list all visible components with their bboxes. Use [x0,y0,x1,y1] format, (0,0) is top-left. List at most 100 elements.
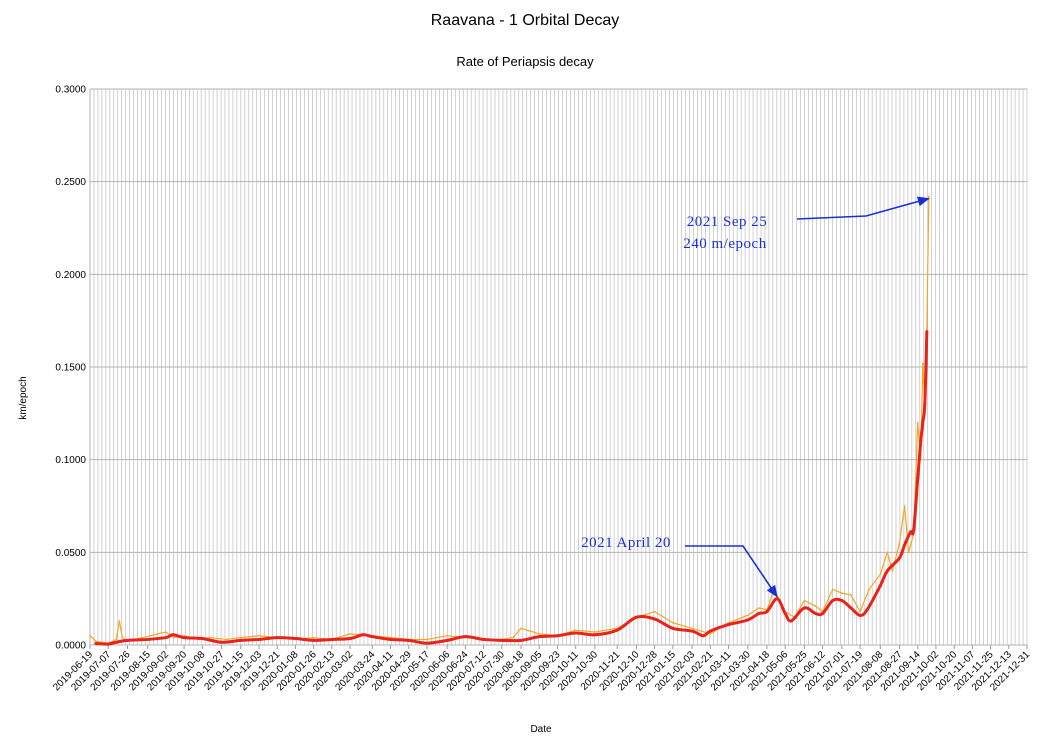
data-point [370,635,374,639]
data-point [293,637,297,641]
data-point [849,606,853,610]
data-point [925,330,929,334]
data-point [146,637,150,641]
data-point [141,636,144,639]
data-point [886,551,889,554]
data-point [926,329,928,331]
data-point [858,613,862,617]
data-point [330,637,334,641]
data-point [923,402,927,406]
data-point [258,634,260,637]
data-point [538,633,541,635]
data-point [593,633,597,637]
data-point [878,584,882,588]
data-point [726,623,730,627]
plot-area: 0.0000 0.0500 0.1000 0.1500 0.2000 0.2500 0.30… [51,85,1032,694]
data-point [445,638,449,642]
data-point [594,631,596,633]
series-line [94,330,929,646]
data-point [701,634,705,638]
data-point [520,627,522,630]
data-point [803,599,806,602]
data-point [94,642,98,646]
data-point [165,631,167,633]
y-tick-label: 0.1000 [55,455,86,466]
data-point [463,635,467,639]
data-point [500,638,504,642]
data-point [239,636,242,639]
data-point [783,611,787,615]
data-point [775,597,779,601]
annotation-label: 2021 April 20 [581,535,671,551]
data-point [831,599,835,603]
data-point [921,421,925,425]
data-point [361,633,365,637]
data-point [821,611,825,615]
x-axis-label: Date [530,724,552,735]
data-point [482,637,486,641]
data-point [312,636,315,639]
data-point [928,195,930,198]
y-tick-label: 0.1500 [55,363,86,374]
data-point [672,621,674,624]
y-tick-label: 0.0000 [55,641,86,652]
data-point [691,627,693,630]
data-point [426,638,428,641]
data-point [349,633,351,635]
data-point [634,615,638,619]
data-point [746,618,750,622]
y-tick-label: 0.2000 [55,270,86,281]
data-point [891,570,894,572]
data-point [89,634,91,637]
data-point [709,633,712,635]
data-point [850,594,852,596]
data-point [125,638,129,642]
data-point [200,637,204,641]
annotation-arrow [796,196,930,220]
data-point [389,637,393,641]
data-point [653,617,657,621]
data-point [348,637,352,641]
data-point [118,620,121,622]
data-point [912,528,916,532]
annotation-label: 2021 Sep 25 [687,214,768,230]
data-point [868,588,870,591]
data-point [802,606,806,610]
data-point [446,634,448,637]
chart-subtitle: Rate of Periapsis decay [456,54,594,69]
data-point [907,551,910,554]
series-line [89,195,930,644]
data-point [916,476,920,480]
data-point [615,628,619,632]
data-point [879,573,882,576]
annotation-label: 240 m/epoch [683,236,766,252]
data-point [171,633,175,637]
data-point [312,638,316,642]
y-tick-label: 0.0500 [55,548,86,559]
data-point [898,556,902,560]
data-point [220,640,224,644]
data-point [574,629,577,631]
data-point [903,505,906,507]
data-point [425,641,429,645]
data-point [746,614,749,617]
chart-title: Raavana - 1 Orbital Decay [431,12,620,29]
data-point [555,634,559,638]
data-point [512,636,514,639]
data-point [574,631,578,635]
data-point [114,640,118,644]
data-point [156,633,159,635]
data-point [757,611,761,615]
data-point [789,619,793,623]
data-point [909,530,913,534]
data-point [903,543,907,547]
data-point [916,421,919,424]
data-point [859,610,861,613]
y-axis-label: km/epoch [18,376,29,419]
data-point [257,637,261,641]
data-point [173,636,175,639]
data-point [275,636,279,640]
data-point [225,638,228,641]
data-point [865,608,869,612]
